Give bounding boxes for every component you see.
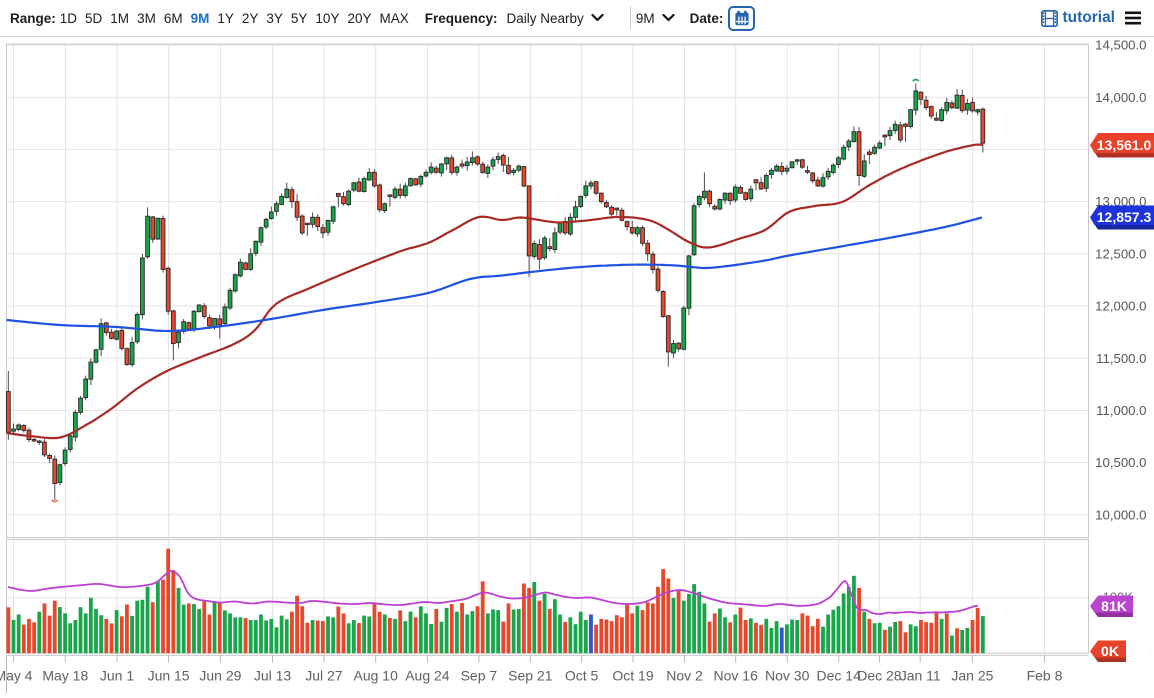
svg-text:Aug 24: Aug 24 <box>405 668 450 684</box>
svg-text:Dec 28: Dec 28 <box>857 668 902 684</box>
svg-text:12,857.3: 12,857.3 <box>1097 209 1152 225</box>
svg-text:Nov 2: Nov 2 <box>666 668 703 684</box>
svg-text:Oct 5: Oct 5 <box>565 668 599 684</box>
svg-text:Jun 29: Jun 29 <box>199 668 241 684</box>
svg-text:Nov 30: Nov 30 <box>765 668 810 684</box>
svg-text:13,561.0: 13,561.0 <box>1097 137 1152 153</box>
svg-text:Jan 25: Jan 25 <box>951 668 993 684</box>
svg-text:81K: 81K <box>1101 598 1127 614</box>
svg-text:Jan 11: Jan 11 <box>900 668 941 684</box>
svg-text:10,500.0: 10,500.0 <box>1095 455 1146 470</box>
svg-text:Sep 7: Sep 7 <box>461 668 498 684</box>
svg-text:12,500.0: 12,500.0 <box>1095 246 1146 261</box>
svg-text:Jun 15: Jun 15 <box>148 668 190 684</box>
svg-text:Nov 16: Nov 16 <box>714 668 759 684</box>
svg-text:11,500.0: 11,500.0 <box>1096 351 1146 366</box>
svg-text:Sep 21: Sep 21 <box>508 668 553 684</box>
svg-text:Feb 8: Feb 8 <box>1027 668 1063 684</box>
svg-text:14,000.0: 14,000.0 <box>1095 90 1146 105</box>
svg-text:14,500.0: 14,500.0 <box>1095 38 1146 53</box>
svg-text:May 18: May 18 <box>42 668 88 684</box>
svg-text:Aug 10: Aug 10 <box>354 668 399 684</box>
svg-text:10,000.0: 10,000.0 <box>1095 507 1146 522</box>
svg-text:11,000.0: 11,000.0 <box>1096 403 1146 418</box>
svg-text:12,000.0: 12,000.0 <box>1095 299 1146 314</box>
svg-text:Oct 19: Oct 19 <box>612 668 653 684</box>
svg-text:13,000.0: 13,000.0 <box>1095 194 1146 209</box>
svg-text:Jul 27: Jul 27 <box>305 668 343 684</box>
svg-text:May 4: May 4 <box>0 668 33 684</box>
svg-text:Jun 1: Jun 1 <box>100 668 134 684</box>
svg-text:0K: 0K <box>1101 643 1119 659</box>
svg-text:Dec 14: Dec 14 <box>817 668 862 684</box>
svg-text:Jul 13: Jul 13 <box>254 668 292 684</box>
